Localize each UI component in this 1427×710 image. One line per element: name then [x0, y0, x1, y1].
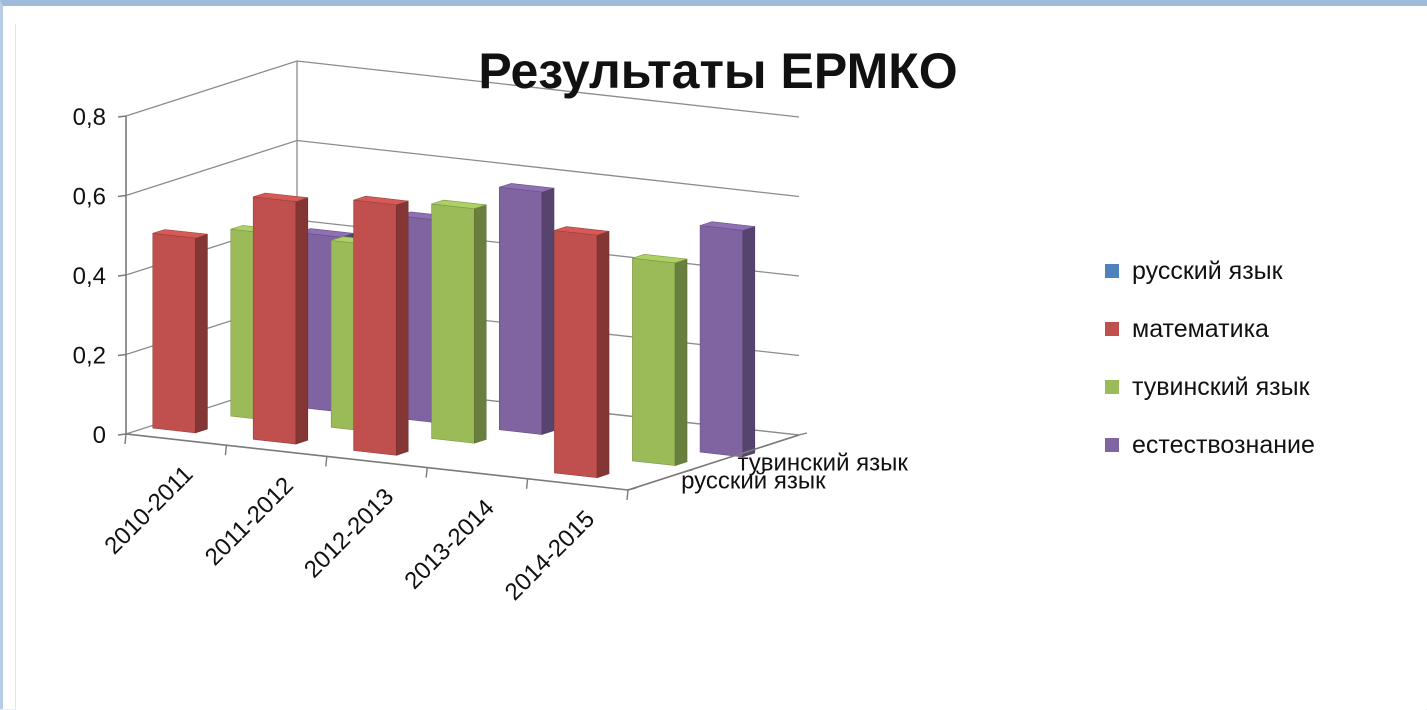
x-tick-label: 2010-2011	[99, 461, 198, 560]
x-tick-mark	[425, 467, 428, 478]
bar-side	[395, 200, 409, 456]
y-tick-mark	[117, 433, 127, 436]
bar-side	[596, 230, 610, 479]
bar	[632, 253, 688, 467]
bar-side	[473, 204, 487, 444]
bar-side	[195, 233, 208, 434]
legend-swatch	[1105, 264, 1119, 278]
bar-top	[632, 253, 688, 264]
bar-top	[253, 192, 308, 202]
x-tick-label: 2012-2013	[299, 483, 399, 583]
legend-label: математика	[1132, 315, 1269, 343]
x-tick-label: 2014-2015	[500, 506, 600, 606]
x-tick-mark	[124, 433, 127, 445]
bar-top	[700, 221, 755, 231]
bar	[431, 199, 487, 444]
bar-side	[295, 197, 309, 445]
bar	[353, 195, 409, 456]
legend-label: тувинский язык	[1132, 373, 1311, 401]
bar-top	[499, 183, 555, 193]
x-tick-label: 2013-2014	[399, 494, 499, 594]
y-tick-mark	[117, 274, 127, 277]
bar-side	[742, 226, 756, 458]
y-tick-mark	[117, 115, 127, 118]
x-tick-mark	[325, 456, 328, 467]
bar	[554, 226, 610, 479]
bar-top	[554, 226, 610, 236]
bar-front	[554, 230, 598, 479]
y-tick-label: 0,8	[73, 104, 106, 131]
x-tick-mark	[224, 445, 228, 456]
y-tick-label: 0	[93, 422, 106, 449]
bar-front	[152, 232, 196, 434]
legend-swatch	[1105, 380, 1119, 394]
bar-side	[674, 258, 688, 467]
legend-label: русский язык	[1132, 257, 1284, 285]
depth-tick-mark	[798, 432, 808, 436]
bar-front	[353, 199, 397, 456]
bar-front	[632, 257, 676, 466]
depth-axis-line	[627, 434, 800, 491]
legend-swatch	[1105, 322, 1119, 336]
chart-title: Результаты ЕРМКО	[478, 43, 957, 99]
y-tick-mark	[117, 353, 127, 357]
x-tick-mark	[626, 489, 629, 501]
bar	[152, 229, 208, 434]
bar	[498, 183, 555, 435]
bar-top	[152, 229, 208, 239]
x-tick-mark	[525, 478, 529, 489]
chart-bars	[152, 183, 756, 479]
depth-tick-mark	[627, 487, 637, 491]
bar-front	[498, 186, 543, 435]
bar-front	[252, 196, 297, 445]
bar	[699, 221, 756, 458]
y-tick-mark	[117, 194, 127, 198]
depth-tick-label: тувинский язык	[738, 450, 909, 477]
legend-swatch	[1105, 438, 1119, 452]
bar	[252, 192, 309, 445]
y-tick-label: 0,4	[73, 263, 106, 290]
chart-legend: русский язык математика тувинский язык есте…	[1105, 257, 1315, 459]
x-tick-label: 2011-2012	[200, 472, 299, 571]
x-axis-line	[125, 433, 629, 491]
depth-tick-label: русский язык	[681, 468, 826, 495]
y-tick-label: 0,2	[73, 343, 106, 370]
y-tick-label: 0,6	[73, 184, 106, 211]
bar-top	[353, 195, 409, 206]
bar-front	[431, 203, 475, 444]
depth-tick-mark	[684, 469, 693, 473]
legend-label: естествознание	[1132, 431, 1315, 459]
bar-side	[541, 187, 555, 435]
depth-tick-mark	[740, 451, 750, 455]
bar-top	[431, 199, 487, 210]
gridline	[125, 139, 800, 198]
bar-front	[699, 225, 744, 458]
